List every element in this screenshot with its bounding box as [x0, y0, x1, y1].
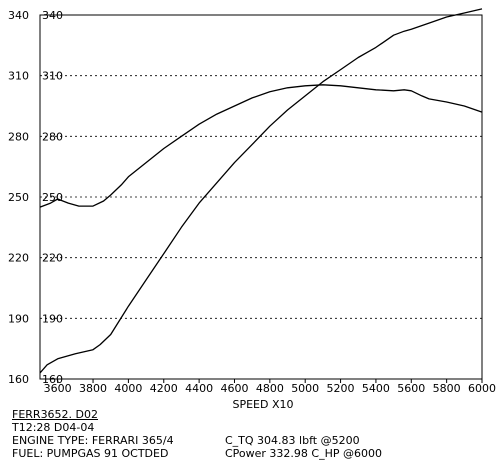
y-tick-label-right: 280	[42, 130, 63, 143]
x-tick-label: 4000	[114, 382, 142, 395]
y-tick-label-left: 340	[8, 9, 29, 22]
file-id: FERR3652. D02	[12, 408, 99, 421]
x-tick-label: 4600	[220, 382, 248, 395]
x-tick-label: 3800	[79, 382, 107, 395]
x-tick-label: 4400	[185, 382, 213, 395]
y-tick-label-left: 280	[8, 130, 29, 143]
x-tick-label: 5400	[362, 382, 390, 395]
grid-lines	[40, 75, 482, 319]
y-tick-label-left: 220	[8, 252, 29, 265]
y-tick-label-left: 250	[8, 191, 29, 204]
time-date: T12:28 D04-04	[12, 421, 95, 434]
y-tick-label-right: 340	[42, 9, 63, 22]
series-lines	[39, 8, 483, 374]
x-tick-label: 4800	[256, 382, 284, 395]
y-tick-label-left: 310	[8, 70, 29, 83]
x-tick-label: 6000	[468, 382, 496, 395]
x-tick-label: 5000	[291, 382, 319, 395]
engine-type: ENGINE TYPE: FERRARI 365/4	[12, 434, 174, 447]
peak-power: CPower 332.98 C_HP @6000	[225, 447, 382, 460]
x-axis: 3600 3800 4000 4200 4400 4600 4800 5000 5200 5400…	[44, 379, 496, 395]
x-tick-label: 5800	[433, 382, 461, 395]
x-tick-label: 4200	[150, 382, 178, 395]
y-tick-label-right: 220	[42, 252, 63, 265]
x-tick-label: 5600	[397, 382, 425, 395]
fuel: FUEL: PUMPGAS 91 OCTDED	[12, 447, 169, 460]
x-tick-label: 5200	[327, 382, 355, 395]
y-tick-label-right: 250	[42, 191, 63, 204]
peak-torque: C_TQ 304.83 lbft @5200	[225, 434, 360, 447]
y-tick-label-right: 310	[42, 70, 63, 83]
x-tick-label: 3600	[44, 382, 72, 395]
series-line-2	[39, 8, 483, 374]
y-tick-label-left: 160	[8, 373, 29, 386]
x-axis-label: SPEED X10	[232, 398, 293, 411]
y-tick-label-right: 190	[42, 312, 63, 325]
plot-frame	[39, 14, 483, 380]
y-tick-label-left: 190	[8, 312, 29, 325]
series-line-1	[39, 84, 483, 208]
